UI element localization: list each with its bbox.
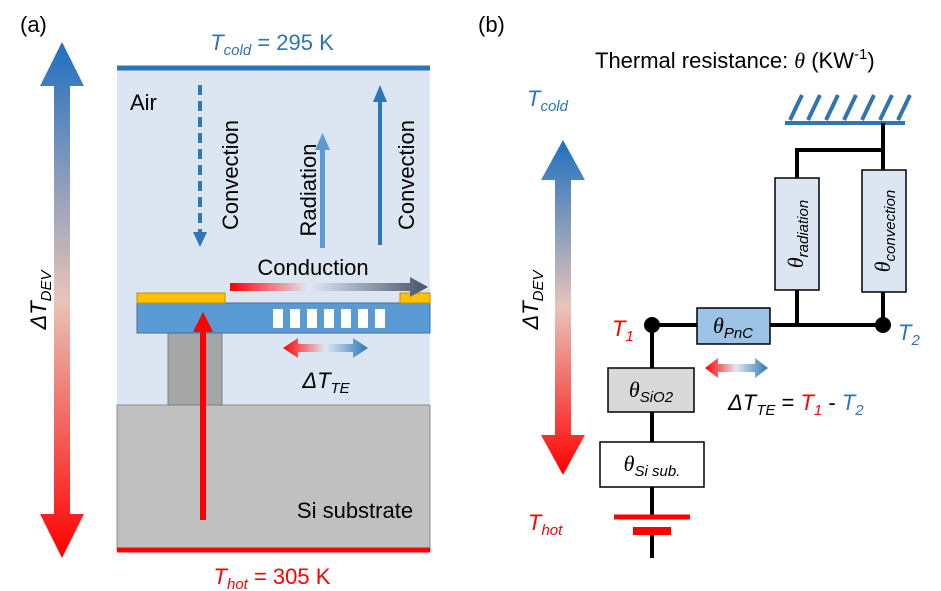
convection-label: Convection [394,120,419,230]
delta-t-te-equation: ΔTTE = T1 - T2 [727,390,864,419]
text-part: ΔT [26,300,51,331]
text-part: = 305 K [248,564,331,589]
shape-part [378,100,382,245]
shape-part [290,309,300,328]
shape-part [826,95,838,120]
text-part: θ [624,451,635,476]
text-part: θ [870,261,895,272]
text-part: TE [331,380,351,397]
shape-part [790,95,802,120]
text-part: radiation [795,200,812,258]
shape-part [273,309,283,328]
convection-label: Convection [218,120,243,230]
text-part: SiO2 [640,389,674,406]
shape-part [862,95,874,120]
shape-part [324,309,334,328]
text-part: DEV [530,268,547,301]
text-part: hot [227,576,249,591]
text-part: Thermal resistance: [595,48,794,73]
text-part: 1 [814,402,822,419]
t-cold-label: Tcold = 295 K [210,30,334,59]
text-part: DEV [38,268,55,301]
shape-part [307,309,317,328]
text-part: convection [882,190,899,262]
text-part: θ [783,257,808,268]
text-part: cold [540,98,568,115]
text-part: TE [756,402,776,419]
shape-part [358,309,368,328]
text-part: cold [224,42,252,59]
substrate [117,405,430,550]
text-part: ΔT [727,390,758,415]
text-part: 2 [910,332,920,349]
electrode [400,293,430,303]
text-part: Si sub. [634,463,680,480]
text-part: ΔT [301,368,332,393]
shape-part [375,309,385,328]
shape-part [200,330,206,520]
electrode [137,293,225,303]
text-part: = 295 K [251,30,334,55]
t2-label: T2 [898,320,920,349]
text-part: -1 [854,46,867,63]
pillar [168,333,222,405]
t-hot-label: Thot [528,510,563,539]
text-part: = [775,390,800,415]
text-part: - [822,390,842,415]
text-part: 1 [625,328,633,345]
text-part: ΔT [518,300,543,331]
shape-part [341,309,351,328]
panel-label: (b) [478,12,505,37]
text-part: θ [713,313,724,338]
delta-t-dev-label: ΔTDEV [26,268,55,330]
text-part: ) [867,48,874,73]
ground-symbol [785,95,910,123]
diagram: (a) Tcold = 295 K ΔTDEV Air Si substrate… [0,0,941,591]
text-part: PnC [724,325,753,342]
air-label: Air [130,90,157,115]
delta-t-te-arrow [705,358,768,378]
shape-part [844,95,856,120]
text-part: hot [541,522,563,539]
substrate-label: Si substrate [297,498,413,523]
text-part: (KW [805,48,854,73]
delta-t-dev-label: ΔTDEV [518,268,547,330]
radiation-label: Radiation [296,144,321,237]
node [875,317,891,333]
text-part: θ [629,377,640,402]
membrane [137,303,430,333]
text-part: 2 [854,402,864,419]
shape-part [808,95,820,120]
text-part: θ [794,48,805,73]
shape-part [898,95,910,120]
t-cold-label: Tcold [527,86,569,115]
temperature-gradient-arrow [541,140,585,475]
t1-label: T1 [612,316,634,345]
t-hot-label: Thot = 305 K [214,564,331,591]
shape-part [880,95,892,120]
title: Thermal resistance: θ (KW-1) [595,46,875,73]
node [644,317,660,333]
heat-source-symbol [614,517,690,531]
conduction-label: Conduction [257,255,368,280]
panel-label: (a) [20,12,47,37]
